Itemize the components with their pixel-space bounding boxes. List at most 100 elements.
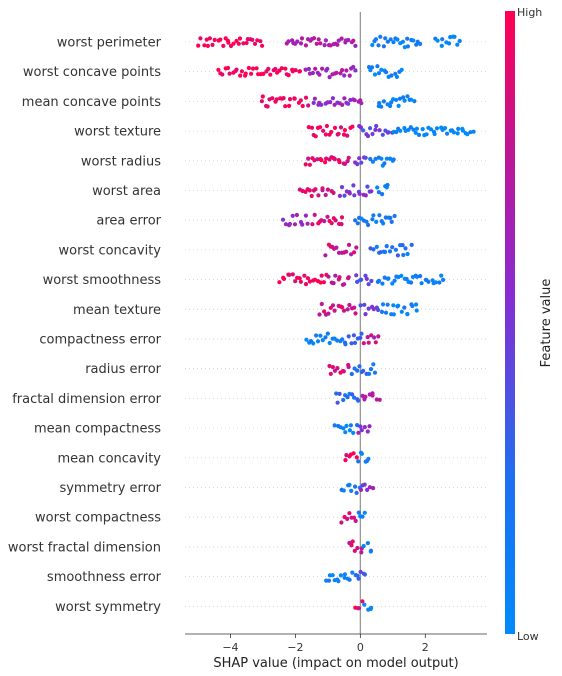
- shap-point: [346, 101, 351, 106]
- feature-label: compactness error: [39, 333, 161, 348]
- shap-point: [363, 394, 368, 399]
- shap-point: [355, 545, 360, 551]
- shap-point: [265, 104, 270, 109]
- shap-point: [357, 364, 362, 369]
- shap-point: [293, 68, 298, 73]
- shap-point: [389, 73, 394, 78]
- shap-point: [345, 516, 350, 522]
- shap-point: [303, 162, 308, 167]
- shap-point: [347, 511, 352, 516]
- shap-point: [318, 41, 323, 46]
- shap-point: [325, 187, 330, 192]
- shap-point: [323, 192, 328, 198]
- shap-point: [394, 129, 399, 135]
- shap-point: [237, 36, 243, 41]
- shap-point: [349, 543, 354, 548]
- shap-point: [344, 249, 349, 254]
- shap-point: [357, 156, 362, 161]
- shap-point: [346, 275, 351, 280]
- shap-point: [361, 368, 366, 373]
- shap-point: [365, 133, 371, 139]
- shap-point: [390, 281, 395, 286]
- shap-point: [409, 97, 414, 102]
- shap-point: [455, 131, 460, 136]
- shap-point: [344, 423, 349, 428]
- shap-point: [221, 43, 226, 49]
- shap-point: [342, 193, 347, 198]
- shap-point: [351, 38, 356, 43]
- shap-point: [347, 577, 352, 582]
- shap-point: [312, 96, 317, 101]
- shap-point: [349, 341, 354, 346]
- shap-point: [329, 129, 334, 135]
- shap-point: [322, 219, 327, 224]
- shap-point: [317, 72, 322, 77]
- shap-point: [354, 490, 359, 495]
- shap-point: [457, 38, 462, 44]
- shap-point: [260, 43, 265, 48]
- shap-point: [351, 451, 356, 456]
- shap-point: [333, 273, 338, 278]
- shap-point: [381, 99, 386, 104]
- shap-point: [297, 276, 302, 281]
- shap-point: [339, 222, 344, 227]
- shap-point: [321, 280, 326, 285]
- shap-point: [303, 67, 308, 72]
- shap-point: [437, 280, 442, 285]
- shap-point: [353, 68, 358, 73]
- shap-point: [347, 482, 352, 487]
- shap-point: [460, 128, 466, 133]
- shap-point: [434, 126, 440, 131]
- shap-point: [302, 273, 307, 278]
- shap-point: [360, 514, 365, 519]
- shap-point: [411, 38, 416, 43]
- shap-point: [364, 276, 369, 281]
- shap-point: [314, 333, 319, 338]
- shap-point: [207, 36, 212, 41]
- shap-point: [391, 40, 396, 45]
- shap-point: [305, 221, 310, 226]
- shap-point: [355, 162, 360, 167]
- shap-point: [250, 37, 255, 43]
- colorbar-high-label: High: [517, 6, 542, 19]
- shap-point: [323, 132, 328, 137]
- shap-point: [335, 338, 340, 343]
- shap-point: [345, 307, 350, 312]
- shap-point: [252, 41, 258, 47]
- shap-point: [313, 187, 318, 192]
- shap-point: [323, 38, 328, 43]
- shap-point: [386, 130, 391, 135]
- shap-point: [345, 133, 350, 138]
- shap-point: [401, 252, 406, 258]
- shap-point: [330, 303, 336, 308]
- shap-point: [378, 250, 383, 255]
- x-tick-label: −4: [222, 641, 238, 654]
- shap-point: [397, 96, 402, 101]
- shap-point: [358, 424, 363, 429]
- shap-point: [277, 280, 282, 285]
- shap-point: [373, 340, 378, 345]
- shap-point: [286, 73, 291, 78]
- shap-point: [374, 219, 379, 224]
- shap-point: [287, 103, 292, 108]
- shap-point: [340, 68, 345, 73]
- shap-point: [398, 128, 403, 133]
- shap-point: [354, 455, 359, 460]
- shap-point: [358, 569, 363, 575]
- shap-point: [337, 275, 342, 280]
- shap-point: [377, 101, 382, 106]
- shap-point: [241, 41, 246, 46]
- shap-point: [395, 253, 400, 258]
- shap-point: [312, 212, 317, 217]
- shap-point: [335, 366, 340, 371]
- shap-point: [352, 340, 358, 345]
- shap-point: [365, 429, 370, 434]
- shap-point: [260, 94, 265, 99]
- shap-point: [440, 37, 445, 42]
- shap-point: [320, 338, 325, 343]
- shap-point: [300, 222, 305, 227]
- shap-point: [238, 73, 243, 78]
- shap-point: [373, 37, 379, 42]
- shap-point: [391, 312, 396, 317]
- shap-point: [350, 570, 355, 575]
